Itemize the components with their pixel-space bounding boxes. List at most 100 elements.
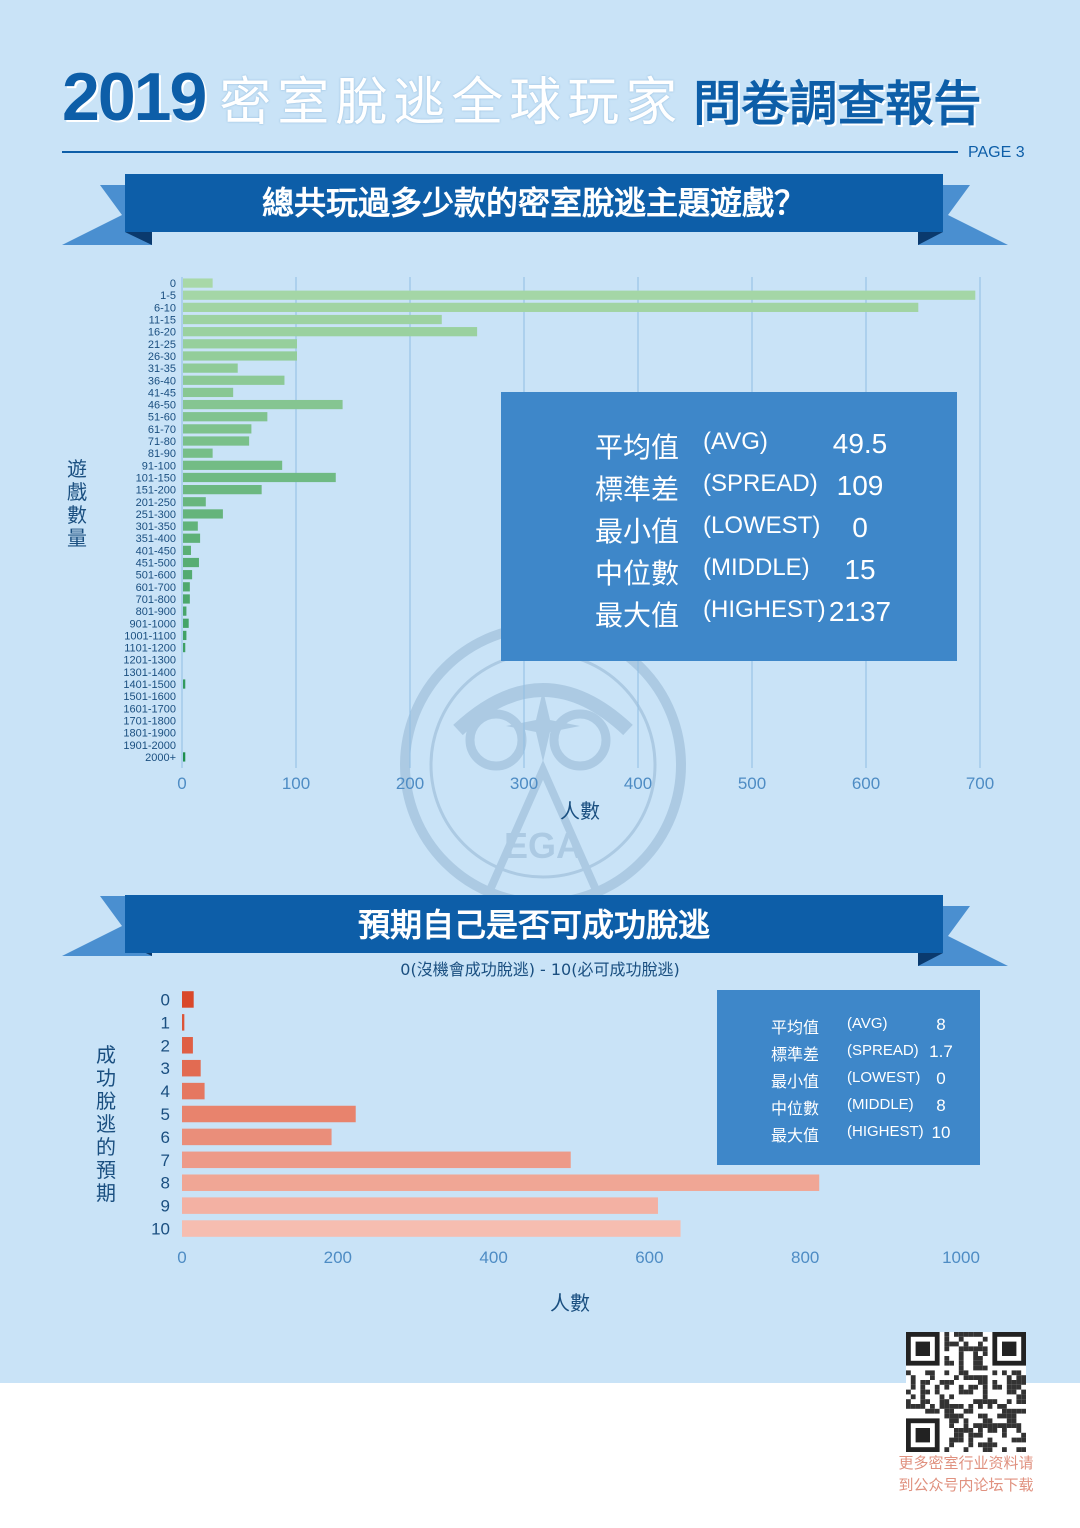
qr-module bbox=[973, 1346, 978, 1352]
stat-label-en: (LOWEST) bbox=[703, 512, 821, 539]
qr-module bbox=[968, 1389, 974, 1395]
qr-module bbox=[982, 1413, 988, 1419]
qr-module bbox=[906, 1389, 911, 1395]
stat-label-en: (SPREAD) bbox=[703, 470, 818, 497]
qr-module bbox=[939, 1399, 945, 1404]
chart2-x-tick: 800 bbox=[791, 1248, 819, 1267]
chart2-bar bbox=[182, 1059, 201, 1077]
qr-module bbox=[978, 1413, 983, 1419]
qr-module bbox=[949, 1413, 954, 1419]
qr-module bbox=[963, 1447, 969, 1452]
chart1-bar bbox=[183, 570, 193, 580]
qr-module bbox=[968, 1384, 974, 1390]
qr-module bbox=[963, 1389, 969, 1395]
qr-module bbox=[925, 1399, 930, 1404]
qr-module bbox=[982, 1365, 988, 1371]
stat-value: 2137 bbox=[828, 596, 892, 627]
qr-module bbox=[944, 1384, 950, 1390]
qr-module bbox=[992, 1384, 998, 1390]
chart2-bar bbox=[182, 1082, 205, 1100]
chart2-bar bbox=[182, 1105, 356, 1123]
qr-module bbox=[987, 1404, 993, 1409]
chart2-y-tick: 9 bbox=[161, 1197, 170, 1216]
qr-module bbox=[992, 1423, 998, 1428]
chart2-bar bbox=[182, 991, 194, 1008]
qr-caption-line2: 到公众号内论坛下载 bbox=[898, 1476, 1034, 1494]
qr-module bbox=[982, 1447, 988, 1452]
qr-module bbox=[958, 1346, 964, 1352]
qr-module bbox=[958, 1336, 964, 1342]
chart1-bar bbox=[183, 533, 201, 543]
qr-module bbox=[1002, 1404, 1007, 1409]
stats-box-games: 平均值 (AVG) 49.5 標準差 (SPREAD) 109 最小值 (LOWEST) 0 中位… bbox=[501, 392, 957, 661]
chart1-y-tick: 151-200 bbox=[136, 485, 176, 497]
qr-module bbox=[958, 1370, 964, 1376]
qr-module bbox=[973, 1360, 978, 1366]
chart1-bar bbox=[183, 314, 442, 325]
chart1-y-tick: 1501-1600 bbox=[123, 691, 176, 703]
stats-box-expectation: 平均值 (AVG) 8 標準差 (SPREAD) 1.7 最小值 (LOWEST) 0 中位數 (M… bbox=[717, 990, 980, 1165]
chart1-bar bbox=[183, 290, 976, 300]
qr-module bbox=[958, 1365, 964, 1371]
qr-module bbox=[973, 1423, 978, 1428]
chart1-y-tick: 701-800 bbox=[136, 594, 176, 606]
chart2-bar bbox=[182, 1037, 193, 1054]
qr-module bbox=[968, 1432, 974, 1438]
section2-subtitle: 0(沒機會成功脫逃) - 10(必可成功脫逃) bbox=[400, 960, 680, 979]
qr-module bbox=[987, 1442, 993, 1448]
stat-value: 8 bbox=[936, 1096, 946, 1115]
qr-module bbox=[958, 1432, 964, 1438]
qr-module bbox=[1016, 1428, 1022, 1433]
chart2-y-tick: 2 bbox=[161, 1036, 170, 1055]
qr-module bbox=[1016, 1394, 1022, 1400]
qr-module bbox=[910, 1375, 916, 1380]
stat-label: 最大值 bbox=[771, 1126, 820, 1145]
qr-module bbox=[978, 1375, 983, 1380]
chart1-bar bbox=[183, 485, 262, 495]
stat-label-en: (HIGHEST) bbox=[703, 596, 826, 623]
chart1-bar bbox=[183, 387, 234, 398]
chart1-y-title: 遊戲數量 bbox=[67, 457, 87, 550]
chart1-y-tick: 0 bbox=[170, 278, 176, 290]
qr-module bbox=[987, 1418, 993, 1424]
stat-label: 標準差 bbox=[595, 473, 680, 506]
chart1-y-tick: 201-250 bbox=[136, 497, 176, 509]
qr-module bbox=[1021, 1408, 1026, 1414]
qr-module bbox=[958, 1413, 964, 1419]
chart1-bar bbox=[183, 278, 213, 288]
qr-module bbox=[920, 1404, 926, 1409]
qr-module bbox=[1016, 1375, 1022, 1380]
qr-module bbox=[1021, 1394, 1026, 1400]
chart1-bar bbox=[183, 424, 252, 434]
chart1-bar bbox=[183, 642, 186, 653]
chart2-x-tick: 200 bbox=[324, 1248, 352, 1267]
qr-module bbox=[949, 1380, 954, 1385]
qr-finder-core bbox=[915, 1428, 930, 1443]
qr-module bbox=[1011, 1370, 1017, 1376]
chart1-y-tick: 251-300 bbox=[136, 509, 176, 521]
chart1-x-tick: 200 bbox=[396, 774, 424, 793]
qr-module bbox=[1006, 1399, 1012, 1404]
chart2-x-tick: 0 bbox=[177, 1248, 186, 1267]
qr-module bbox=[997, 1384, 1002, 1390]
chart1-y-tick: 401-450 bbox=[136, 545, 176, 557]
qr-module bbox=[954, 1413, 959, 1419]
chart1-bar bbox=[183, 412, 268, 422]
qr-module bbox=[915, 1404, 921, 1409]
section2-heading: 預期自己是否可成功脫逃 bbox=[358, 906, 710, 944]
qr-module bbox=[954, 1332, 959, 1337]
chart1-bar bbox=[183, 302, 919, 312]
chart2-y-tick: 5 bbox=[161, 1105, 170, 1124]
qr-module bbox=[963, 1423, 969, 1428]
qr-module bbox=[982, 1399, 988, 1404]
qr-module bbox=[992, 1399, 998, 1404]
qr-module bbox=[973, 1356, 978, 1361]
chart2-bar bbox=[182, 1174, 820, 1191]
stat-label: 平均值 bbox=[595, 431, 680, 464]
qr-module bbox=[930, 1404, 935, 1409]
qr-module bbox=[968, 1404, 974, 1409]
qr-module bbox=[949, 1394, 954, 1400]
chart1-x-tick: 100 bbox=[282, 774, 310, 793]
qr-module bbox=[1002, 1408, 1007, 1414]
stat-label: 平均值 bbox=[771, 1018, 820, 1037]
